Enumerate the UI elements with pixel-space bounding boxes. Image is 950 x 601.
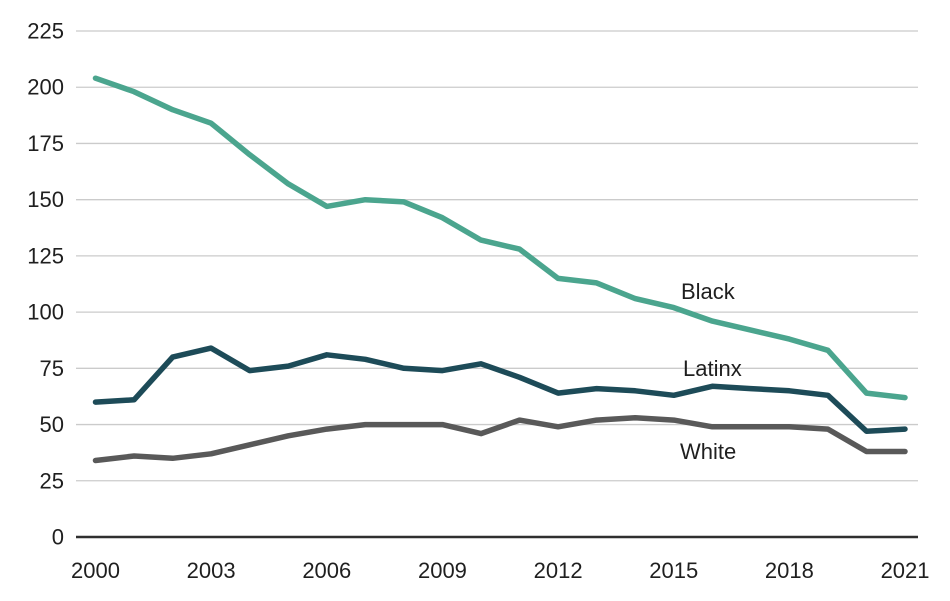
x-axis-labels: 2000 2003 2006 2009 2012 2015 2018 2021 <box>71 558 930 583</box>
y-tick-label: 0 <box>52 525 64 550</box>
x-tick-label: 2012 <box>534 558 583 583</box>
series-lines <box>92 75 908 464</box>
series-label-black: Black <box>681 279 736 304</box>
x-tick-label: 2009 <box>418 558 467 583</box>
y-tick-label: 75 <box>40 356 64 381</box>
series-line-black <box>92 75 908 401</box>
series-line-latinx <box>92 345 908 435</box>
x-tick-label: 2018 <box>765 558 814 583</box>
series-labels: Black Latinx White <box>680 279 742 464</box>
x-tick-label: 2000 <box>71 558 120 583</box>
x-tick-label: 2021 <box>881 558 930 583</box>
x-tick-label: 2006 <box>302 558 351 583</box>
y-tick-label: 125 <box>27 243 64 268</box>
y-tick-label: 25 <box>40 468 64 493</box>
x-tick-label: 2015 <box>649 558 698 583</box>
series-label-white: White <box>680 439 736 464</box>
series-label-latinx: Latinx <box>683 356 742 381</box>
y-tick-label: 200 <box>27 75 64 100</box>
x-tick-label: 2003 <box>187 558 236 583</box>
y-tick-label: 225 <box>27 19 64 44</box>
y-tick-label: 100 <box>27 300 64 325</box>
y-tick-label: 50 <box>40 412 64 437</box>
y-tick-label: 150 <box>27 187 64 212</box>
y-tick-label: 175 <box>27 131 64 156</box>
gridlines <box>76 30 918 539</box>
series-line-white <box>92 415 908 464</box>
y-axis-labels: 0 25 50 75 100 125 150 175 200 225 <box>27 19 64 550</box>
